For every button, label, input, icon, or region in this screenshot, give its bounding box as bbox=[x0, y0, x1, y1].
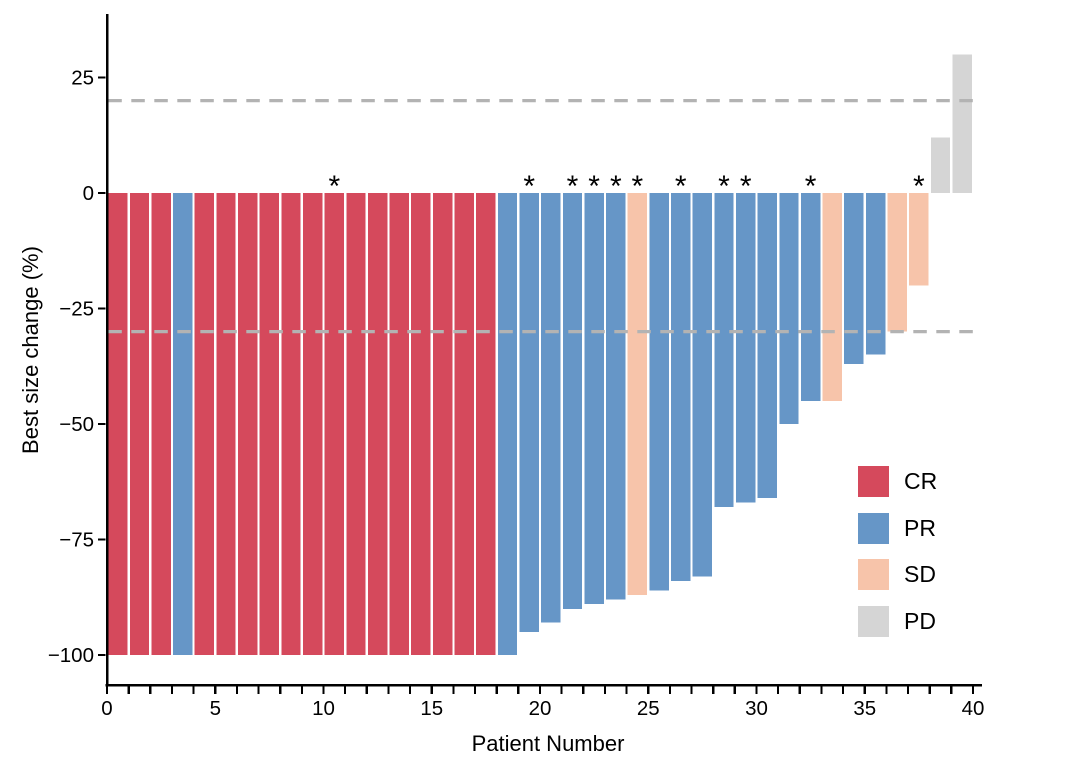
legend-row-pd: PD bbox=[858, 605, 937, 637]
y-tick-label--100: −100 bbox=[48, 644, 94, 667]
annotation-asterisk-patient-30: * bbox=[740, 170, 752, 203]
bar-patient-29 bbox=[714, 193, 734, 508]
legend: CR PR SD PD bbox=[858, 466, 937, 652]
annotation-asterisk-patient-25: * bbox=[632, 170, 644, 203]
y-tick-label--25: −25 bbox=[59, 298, 94, 321]
bar-patient-36 bbox=[865, 193, 886, 355]
x-axis-title: Patient Number bbox=[471, 731, 625, 756]
bar-patient-33 bbox=[800, 193, 821, 401]
annotation-asterisk-patient-38: * bbox=[913, 170, 925, 203]
x-tick-label-20: 20 bbox=[529, 697, 552, 720]
x-tick-label-35: 35 bbox=[853, 697, 876, 720]
bar-patient-13 bbox=[367, 193, 388, 655]
legend-label-pr: PR bbox=[904, 514, 936, 541]
bar-patient-19 bbox=[497, 193, 518, 655]
legend-row-pr: PR bbox=[858, 512, 937, 544]
bar-patient-8 bbox=[259, 193, 279, 655]
annotation-asterisk-patient-29: * bbox=[718, 170, 730, 203]
annotation-asterisk-patient-22: * bbox=[567, 170, 579, 203]
bar-patient-4 bbox=[173, 193, 193, 655]
x-tick-label-30: 30 bbox=[745, 697, 768, 720]
annotation-asterisk-patient-27: * bbox=[675, 170, 687, 203]
bar-patient-6 bbox=[216, 193, 236, 655]
bar-patient-38 bbox=[909, 193, 929, 286]
bar-patient-39 bbox=[930, 137, 951, 193]
bar-patient-37 bbox=[887, 193, 907, 332]
bar-patient-22 bbox=[562, 193, 583, 609]
legend-label-cr: CR bbox=[904, 468, 938, 494]
legend-label-pd: PD bbox=[904, 607, 936, 634]
bar-patient-23 bbox=[584, 193, 604, 605]
legend-swatch-sd bbox=[858, 559, 889, 590]
bar-patient-10 bbox=[303, 193, 323, 655]
legend-swatch-pd bbox=[858, 605, 889, 637]
y-tick-label--75: −75 bbox=[59, 529, 94, 552]
bar-patient-2 bbox=[129, 193, 150, 655]
bar-patient-21 bbox=[541, 193, 561, 623]
annotation-asterisk-patient-20: * bbox=[523, 170, 535, 203]
legend-row-cr: CR bbox=[858, 466, 937, 497]
bar-patient-1 bbox=[108, 193, 128, 655]
x-tick-label-10: 10 bbox=[312, 697, 335, 720]
annotation-asterisk-patient-11: * bbox=[328, 170, 340, 203]
bar-patient-7 bbox=[238, 193, 258, 655]
bar-patient-16 bbox=[432, 193, 453, 655]
y-tick-label-25: 25 bbox=[71, 67, 94, 90]
bar-patient-40 bbox=[952, 54, 972, 194]
bar-patient-17 bbox=[454, 193, 474, 655]
bar-patient-27 bbox=[671, 193, 691, 582]
annotation-asterisk-patient-33: * bbox=[805, 170, 817, 203]
y-axis-title: Best size change (%) bbox=[18, 246, 43, 454]
bar-patient-5 bbox=[194, 193, 215, 655]
bar-patient-3 bbox=[151, 193, 171, 655]
x-tick-label-0: 0 bbox=[101, 697, 112, 720]
bar-patient-25 bbox=[627, 193, 648, 595]
x-tick-label-25: 25 bbox=[637, 697, 660, 720]
x-tick-label-5: 5 bbox=[210, 697, 221, 720]
bar-patient-30 bbox=[735, 193, 756, 503]
annotation-asterisk-patient-24: * bbox=[610, 170, 622, 203]
legend-swatch-cr bbox=[858, 466, 889, 497]
bar-patient-9 bbox=[281, 193, 301, 655]
bar-patient-11 bbox=[324, 193, 344, 655]
bar-patient-15 bbox=[411, 193, 431, 655]
y-tick-label--50: −50 bbox=[59, 413, 94, 436]
bar-patient-28 bbox=[692, 193, 712, 577]
bar-patient-31 bbox=[757, 193, 777, 498]
bar-patient-26 bbox=[649, 193, 669, 591]
bar-patient-12 bbox=[346, 193, 366, 655]
bar-patient-20 bbox=[519, 193, 539, 632]
legend-label-sd: SD bbox=[904, 561, 936, 587]
x-tick-label-15: 15 bbox=[420, 697, 443, 720]
legend-swatch-pr bbox=[858, 512, 889, 544]
x-tick-label-40: 40 bbox=[962, 697, 985, 720]
bar-patient-18 bbox=[476, 193, 496, 655]
y-tick-label-0: 0 bbox=[83, 182, 94, 205]
bar-patient-35 bbox=[844, 193, 864, 364]
bar-patient-14 bbox=[389, 193, 409, 655]
bar-patient-24 bbox=[606, 193, 626, 600]
bar-patient-34 bbox=[822, 193, 842, 401]
legend-row-sd: SD bbox=[858, 559, 937, 590]
bar-patient-32 bbox=[779, 193, 799, 424]
annotation-asterisk-patient-23: * bbox=[588, 170, 600, 203]
